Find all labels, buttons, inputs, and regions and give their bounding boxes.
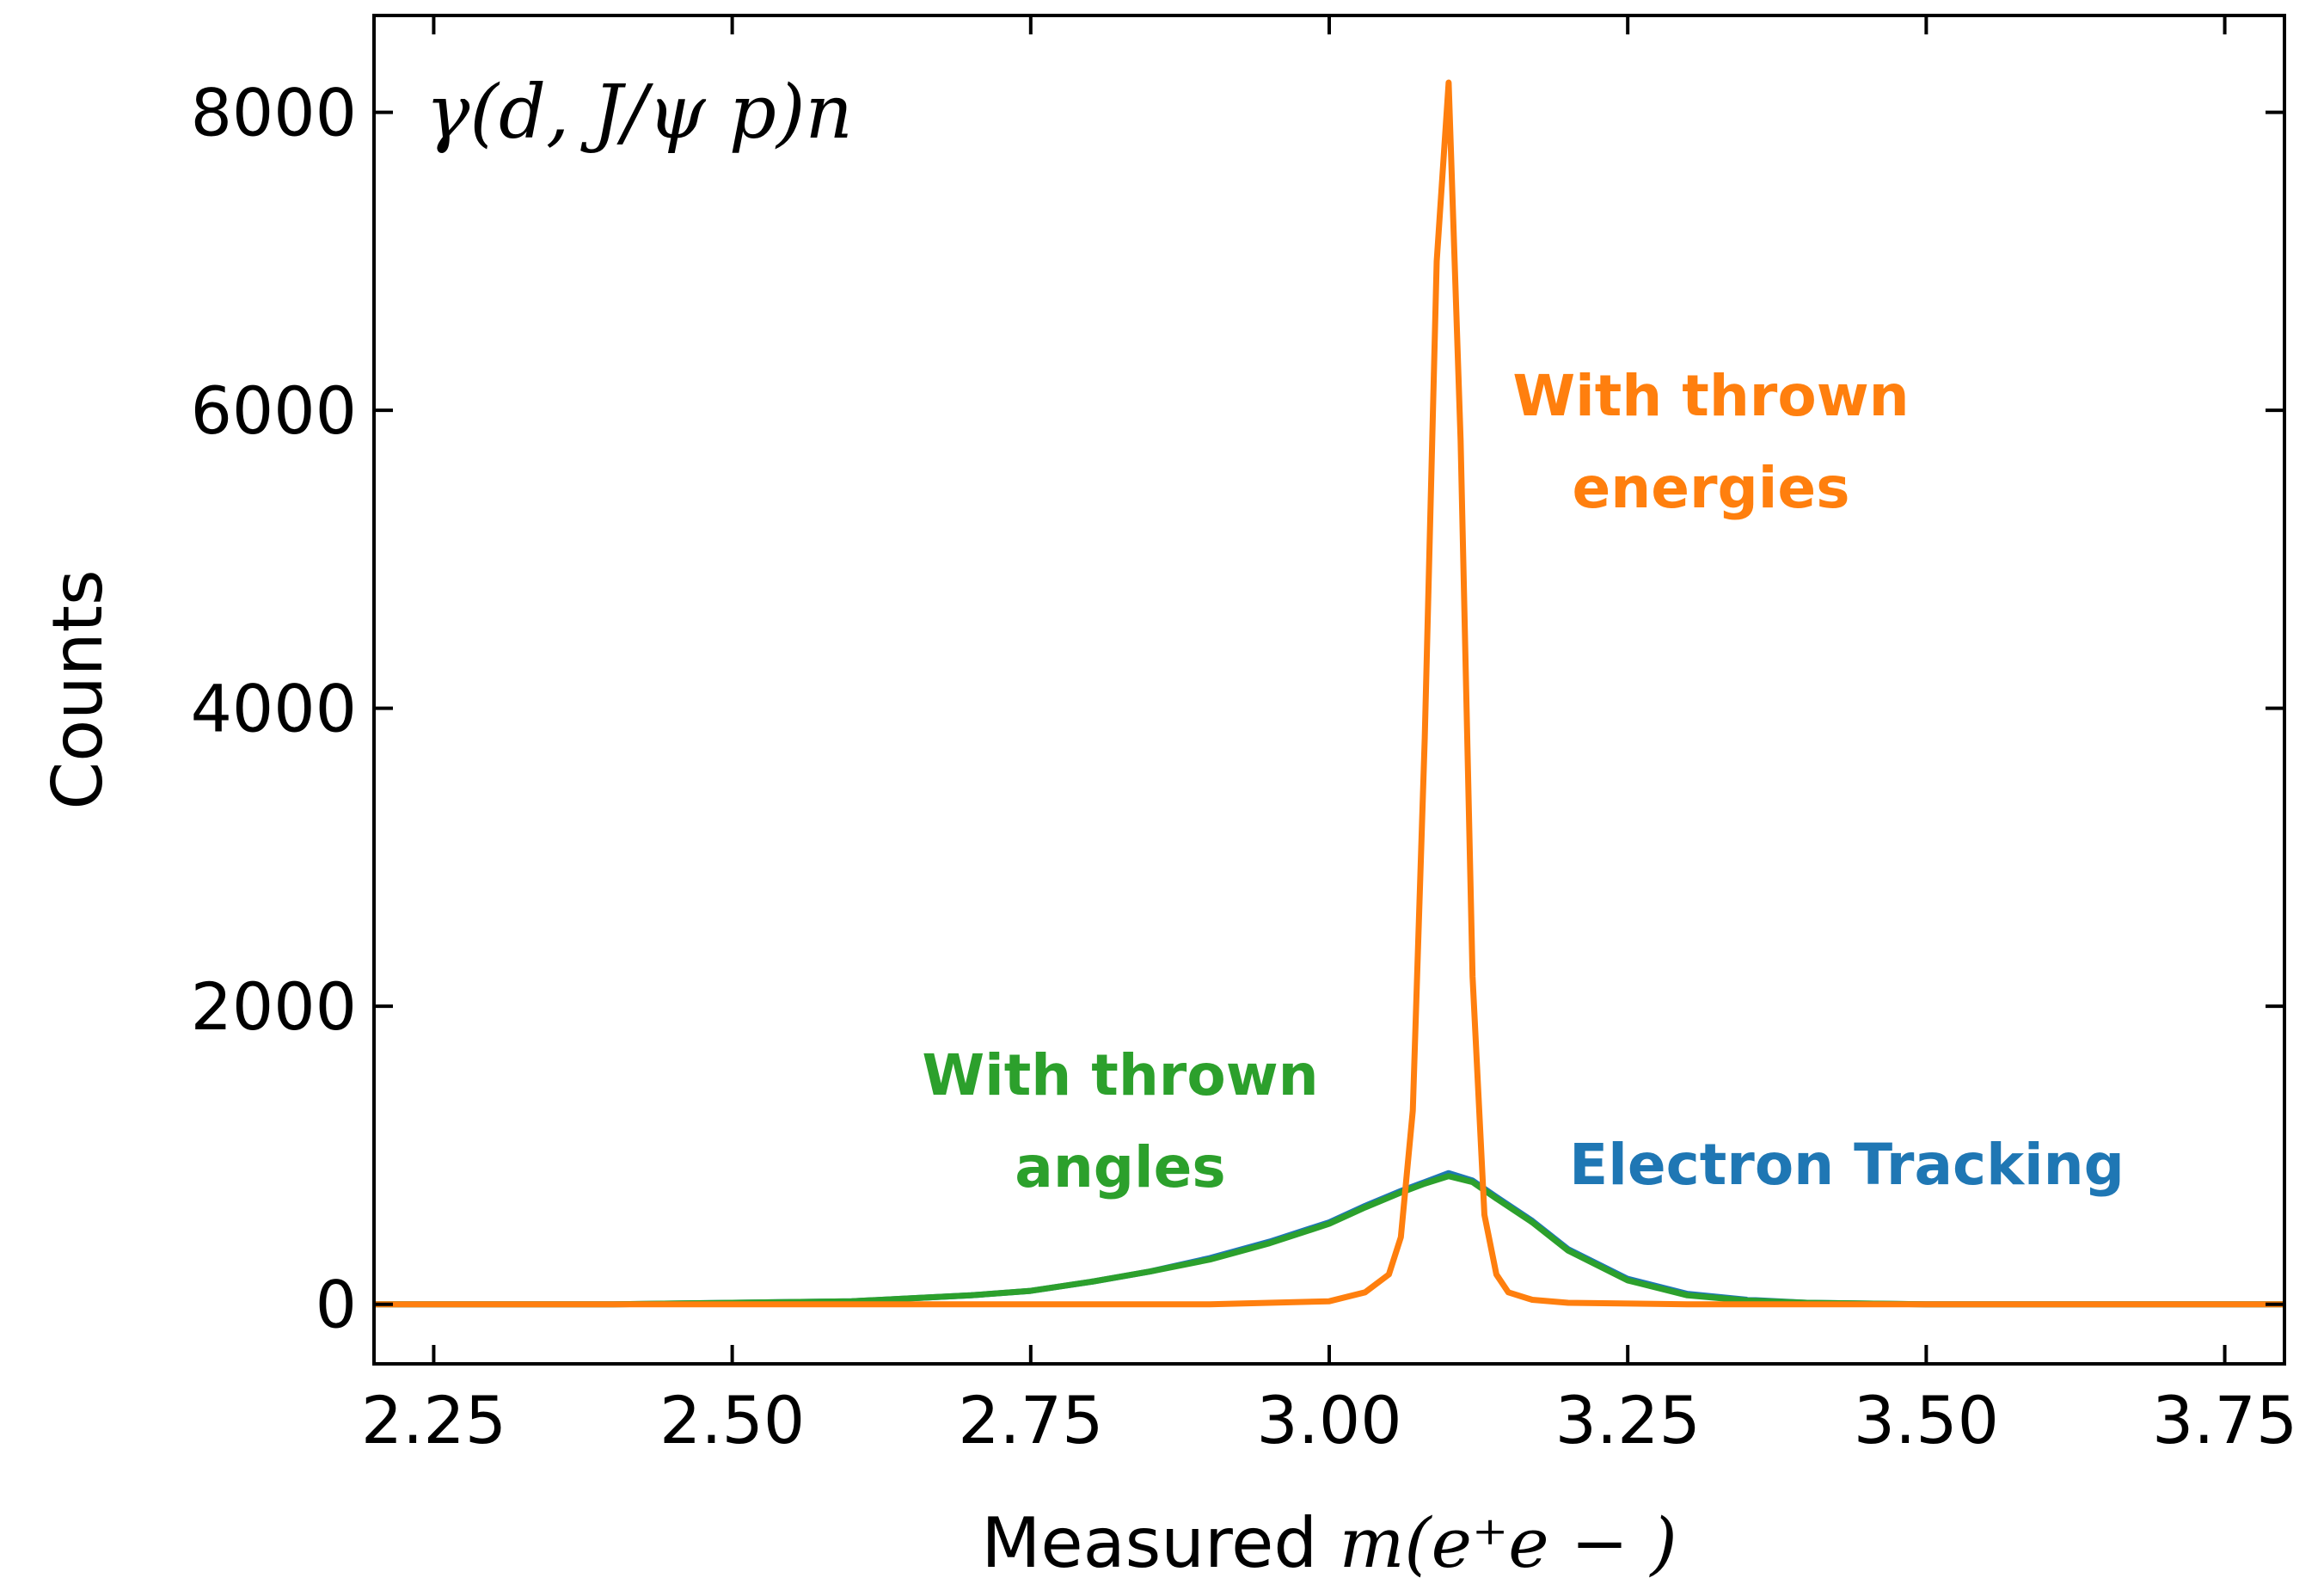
x-tick-label: 3.75 <box>2152 1382 2297 1458</box>
reaction-label: γ(d, J/ψ p)n <box>426 70 853 156</box>
x-tick-label: 3.25 <box>1555 1382 1701 1458</box>
x-tick-label: 3.00 <box>1256 1382 1401 1458</box>
annotation-thrown-energies-line1: With thrown <box>1512 363 1909 429</box>
annotation-thrown-angles-line1: With thrown <box>922 1042 1318 1108</box>
x-axis-label-prefix: Measured <box>981 1503 1339 1583</box>
ticks-layer: 2.25 2.50 2.75 3.00 3.25 3.50 3.75 0 2000 4000 600… <box>191 15 2297 1458</box>
x-tick-label: 3.50 <box>1854 1382 1999 1458</box>
y-axis-label: Counts <box>38 569 118 809</box>
x-tick-label: 2.50 <box>659 1382 805 1458</box>
y-tick-label: 0 <box>316 1267 357 1343</box>
annotation-thrown-angles-line2: angles <box>1015 1134 1225 1200</box>
x-axis-label: Measured m(e⁺e − ) <box>981 1503 1677 1583</box>
y-tick-label: 4000 <box>191 671 357 747</box>
x-tick-label: 2.25 <box>361 1382 506 1458</box>
series-layer <box>374 79 2284 1308</box>
annotation-thrown-energies-line2: energies <box>1573 455 1850 521</box>
series-line-with-thrown-angles <box>374 1173 2284 1308</box>
y-tick-label: 2000 <box>191 968 357 1045</box>
x-tick-label: 2.75 <box>958 1382 1103 1458</box>
series-line-with-thrown-energies <box>374 79 2284 1308</box>
y-tick-label: 8000 <box>191 75 357 151</box>
x-axis-label-math: m(e⁺e − ) <box>1340 1503 1677 1583</box>
y-tick-label: 6000 <box>191 372 357 449</box>
annotation-electron-tracking: Electron Tracking <box>1569 1132 2125 1198</box>
